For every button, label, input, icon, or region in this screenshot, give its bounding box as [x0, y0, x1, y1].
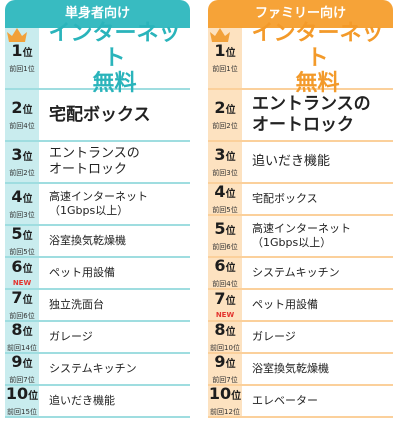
family-row-9: 9位 前回7位 浴室換気乾燥機: [208, 353, 393, 386]
rank-cell: 8位 前回10位: [208, 321, 242, 352]
single-header: 単身者向け: [5, 0, 190, 28]
previous-rank: 前回2位: [212, 121, 238, 130]
ranking-item: 宅配ボックス: [252, 192, 318, 205]
ranking-item: エントランスの オートロック: [49, 146, 140, 177]
single-row-5: 5位 前回5位 浴室換気乾燥機: [5, 225, 190, 258]
single-row-3: 3位 前回2位 エントランスの オートロック: [5, 142, 190, 184]
ranking-item: エントランスの オートロック: [252, 94, 371, 135]
single-row-7: 7位 前回6位 独立洗面台: [5, 289, 190, 322]
previous-rank: 前回7位: [212, 375, 238, 384]
single-row-1: 1位 前回1位 インターネット 無料: [5, 20, 190, 96]
single-row-10: 10位 前回15位 追いだき機能: [5, 383, 190, 418]
previous-rank: 前回1位: [212, 64, 238, 73]
ranking-item: ガレージ: [252, 330, 296, 343]
rank-cell: 8位 前回14位: [5, 321, 39, 352]
previous-rank: 前回1位: [9, 64, 35, 73]
previous-rank: 前回15位: [7, 407, 37, 416]
ranking-item: インターネット 無料: [251, 20, 384, 96]
ranking-item: ペット用設備: [49, 266, 115, 279]
family-row-5: 5位 前回6位 高速インターネット （1Gbps以上）: [208, 216, 393, 258]
ranking-item: 浴室換気乾燥機: [49, 234, 126, 247]
previous-rank: 前回3位: [212, 168, 238, 177]
previous-rank: 前回10位: [210, 343, 240, 352]
new-badge: NEW: [215, 311, 235, 319]
single-ranking-column: 単身者向け 1位 前回1位 インターネット 無料 2位 前回4位 宅配ボックス 3…: [5, 0, 190, 418]
rank-cell: 4位 前回3位: [5, 184, 39, 224]
family-header: ファミリー向け: [208, 0, 393, 28]
single-row-6: 6位 NEW ペット用設備: [5, 258, 190, 290]
ranking-item: 宅配ボックス: [49, 104, 151, 125]
rank-cell: 10位 前回15位: [5, 383, 39, 416]
rank-cell: 2位 前回2位: [208, 90, 242, 140]
family-row-7: 7位 NEW ペット用設備: [208, 290, 393, 322]
rank-cell: 9位 前回7位: [5, 353, 39, 384]
family-ranking-column: ファミリー向け 1位 前回1位 インターネット 無料 2位 前回2位 エントランス…: [208, 0, 393, 418]
rank-cell: 3位 前回2位: [5, 142, 39, 182]
ranking-item: 追いだき機能: [252, 154, 331, 169]
previous-rank: 前回4位: [9, 121, 35, 130]
previous-rank: 前回2位: [9, 168, 35, 177]
single-row-9: 9位 前回7位 システムキッチン: [5, 353, 190, 386]
rank-cell: 2位 前回4位: [5, 90, 39, 140]
family-row-3: 3位 前回3位 追いだき機能: [208, 142, 393, 184]
single-row-4: 4位 前回3位 高速インターネット （1Gbps以上）: [5, 184, 190, 226]
previous-rank: 前回14位: [7, 343, 37, 352]
family-row-1: 1位 前回1位 インターネット 無料: [208, 20, 393, 96]
ranking-item: ペット用設備: [252, 298, 318, 311]
crown-icon: [210, 28, 230, 42]
previous-rank: 前回7位: [9, 375, 35, 384]
family-row-6: 6位 前回4位 システムキッチン: [208, 257, 393, 290]
previous-rank: 前回5位: [212, 205, 238, 214]
ranking-item: システムキッチン: [49, 362, 137, 375]
rank-cell: 5位 前回6位: [208, 216, 242, 256]
previous-rank: 前回5位: [9, 247, 35, 256]
rank-cell: 7位 前回6位: [5, 289, 39, 320]
rank-cell: 9位 前回7位: [208, 353, 242, 384]
ranking-item: 高速インターネット （1Gbps以上）: [252, 222, 351, 249]
family-row-4: 4位 前回5位 宅配ボックス: [208, 183, 393, 216]
previous-rank: 前回4位: [212, 279, 238, 288]
ranking-item: 追いだき機能: [49, 394, 115, 407]
rank-cell: 1位 前回1位: [208, 28, 242, 88]
ranking-item: ガレージ: [49, 330, 93, 343]
ranking-item: 独立洗面台: [49, 298, 104, 311]
rank-cell: 1位 前回1位: [5, 28, 39, 88]
rank-cell: 3位 前回3位: [208, 142, 242, 182]
ranking-item: 浴室換気乾燥機: [252, 362, 329, 375]
ranking-item: インターネット 無料: [48, 20, 181, 96]
new-badge: NEW: [12, 279, 32, 287]
rank-cell: 6位 NEW: [5, 258, 39, 288]
ranking-item: システムキッチン: [252, 266, 340, 279]
rank-cell: 5位 前回5位: [5, 225, 39, 256]
previous-rank: 前回3位: [9, 210, 35, 219]
ranking-item: エレベーター: [252, 394, 318, 407]
rank-cell: 6位 前回4位: [208, 257, 242, 288]
family-row-8: 8位 前回10位 ガレージ: [208, 321, 393, 354]
family-row-2: 2位 前回2位 エントランスの オートロック: [208, 90, 393, 142]
single-row-8: 8位 前回14位 ガレージ: [5, 321, 190, 354]
rank-cell: 7位 NEW: [208, 290, 242, 320]
single-row-2: 2位 前回4位 宅配ボックス: [5, 90, 190, 142]
crown-icon: [7, 28, 27, 42]
previous-rank: 前回6位: [212, 242, 238, 251]
previous-rank: 前回6位: [9, 311, 35, 320]
family-row-10: 10位 前回12位 エレベーター: [208, 383, 393, 418]
previous-rank: 前回12位: [210, 407, 240, 416]
rank-cell: 10位 前回12位: [208, 383, 242, 416]
rank-cell: 4位 前回5位: [208, 183, 242, 214]
ranking-item: 高速インターネット （1Gbps以上）: [49, 190, 148, 217]
